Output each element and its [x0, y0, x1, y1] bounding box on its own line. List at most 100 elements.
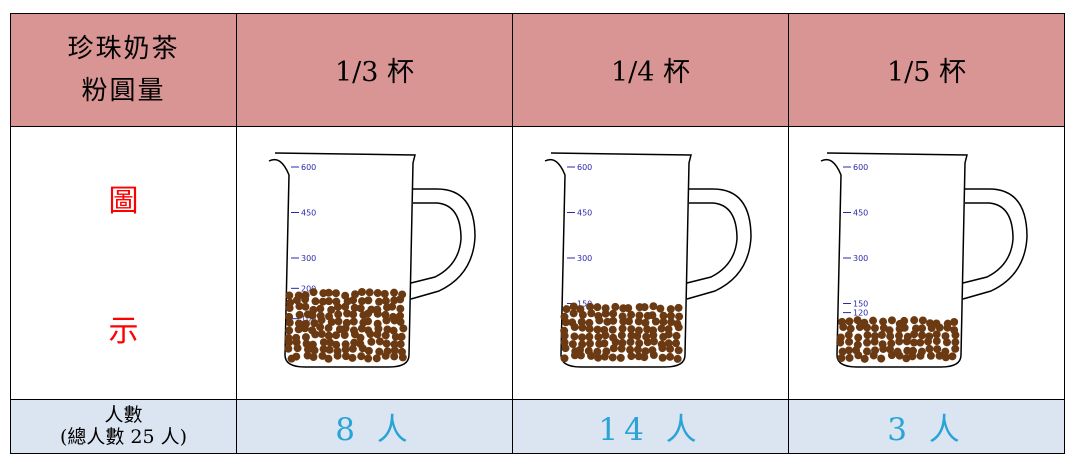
pearl	[838, 318, 847, 327]
pearl	[375, 297, 384, 306]
cup-cell-2: 600 450 300 150	[512, 125, 789, 400]
pearl	[310, 319, 319, 328]
pearl	[643, 325, 652, 334]
pearl	[324, 331, 333, 340]
pearl	[324, 297, 333, 306]
pearl	[838, 347, 847, 356]
pearl	[295, 310, 304, 319]
pearl	[863, 331, 872, 340]
cup-handle-inner	[686, 202, 738, 284]
pearl	[666, 305, 675, 314]
pearl	[316, 304, 325, 313]
pearl	[396, 311, 405, 320]
pearl	[664, 339, 673, 348]
pearl	[390, 288, 399, 297]
pearl	[844, 346, 853, 355]
pearl	[301, 319, 310, 328]
corner-header: 珍珠奶茶 粉圓量	[10, 13, 237, 127]
pearl	[871, 346, 880, 355]
pearl	[845, 337, 854, 346]
cup-handle	[686, 188, 752, 300]
footer-label-line-2: (總人數 25 人)	[59, 426, 188, 449]
pearl	[334, 310, 343, 319]
scale-label: 450	[577, 209, 592, 218]
pearl	[672, 339, 681, 348]
pearl	[364, 326, 373, 335]
count-cell-2: 14 人	[512, 398, 789, 455]
pearl	[609, 344, 618, 353]
pearl	[350, 338, 359, 347]
pearl	[560, 326, 569, 335]
pearl	[292, 333, 301, 342]
pearl	[903, 346, 912, 355]
cup-outline	[268, 152, 416, 368]
pearl	[925, 345, 934, 354]
pearl	[576, 305, 585, 314]
pearl	[918, 331, 927, 340]
pearl	[341, 291, 350, 300]
pearl	[837, 354, 846, 363]
pearl	[364, 346, 373, 355]
pearl	[389, 326, 398, 335]
pearl	[332, 340, 341, 349]
pearl	[318, 352, 327, 361]
pearl	[673, 320, 682, 329]
pearl	[863, 347, 872, 356]
pearl	[943, 319, 952, 328]
pearl	[648, 346, 657, 355]
pearl	[950, 318, 959, 327]
pearl	[364, 317, 373, 326]
pearl	[342, 319, 351, 328]
pearl	[356, 340, 365, 349]
pearl	[627, 310, 636, 319]
pearl	[317, 330, 326, 339]
pearl	[609, 316, 618, 325]
pearl	[933, 345, 942, 354]
measuring-cup-1: 600 450 300 200 100	[268, 152, 476, 368]
pearl	[372, 354, 381, 363]
pearl	[635, 339, 644, 348]
scale-label: 150	[853, 300, 868, 309]
pearl	[640, 303, 649, 312]
pearl	[633, 345, 642, 354]
pearl	[860, 318, 869, 327]
pearl	[381, 310, 390, 319]
pearl	[365, 288, 374, 297]
pearl	[326, 338, 335, 347]
pearl	[343, 309, 352, 318]
pearl	[349, 317, 358, 326]
scale-label: 450	[301, 209, 316, 218]
pearl	[333, 347, 342, 356]
pearl	[627, 331, 636, 340]
pearl	[560, 312, 569, 321]
pearl	[390, 340, 399, 349]
pearl	[917, 347, 926, 356]
pearl	[618, 324, 627, 333]
pearl	[863, 338, 872, 347]
pearl	[608, 325, 617, 334]
pearl	[388, 302, 397, 311]
footer-label-cell: 人數 (總人數 25 人)	[10, 398, 237, 455]
pearl	[941, 347, 950, 356]
pearl	[846, 324, 855, 333]
pearl	[390, 352, 399, 361]
pearl	[294, 319, 303, 328]
pearl	[909, 346, 918, 355]
pearl	[324, 324, 333, 333]
pearl	[673, 354, 682, 363]
pearl	[375, 337, 384, 346]
pearl	[601, 304, 610, 313]
pearl	[649, 337, 658, 346]
pearl	[616, 353, 625, 362]
scale-label: 600	[853, 163, 868, 172]
pearl	[649, 302, 658, 311]
cup-outline	[544, 152, 692, 368]
pearl	[648, 311, 657, 320]
pearl	[584, 347, 593, 356]
pearl	[594, 333, 603, 342]
pearl	[295, 302, 304, 311]
pearl	[836, 333, 845, 342]
scale-label: 150	[577, 300, 592, 309]
scale-label: 600	[577, 163, 592, 172]
pearl	[594, 353, 603, 362]
